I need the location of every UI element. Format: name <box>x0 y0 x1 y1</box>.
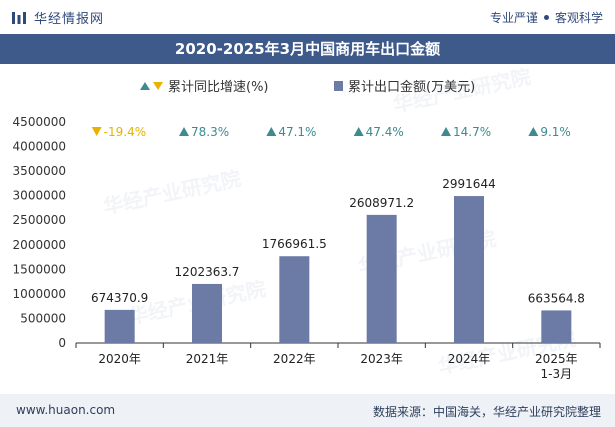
legend-down-triangle-icon <box>153 82 163 90</box>
footer-website: www.huaon.com <box>16 403 116 417</box>
slogan: 专业严谨 客观科学 <box>490 9 603 26</box>
top-bar: 华经情报网 专业严谨 客观科学 <box>0 0 615 34</box>
logo-icon <box>12 11 26 24</box>
y-tick-label: 4500000 <box>13 115 66 129</box>
y-tick-label: 2500000 <box>13 213 66 227</box>
y-tick-label: 0 <box>58 336 66 350</box>
x-tick-label: 1-3月 <box>541 367 573 381</box>
bar <box>541 310 572 343</box>
growth-value-label: 78.3% <box>191 125 229 139</box>
bar-value-label: 1202363.7 <box>175 265 240 279</box>
x-tick-label: 2020年 <box>98 352 141 366</box>
bar <box>279 256 310 343</box>
y-tick-label: 1500000 <box>13 262 66 276</box>
growth-value-label: 47.4% <box>366 125 404 139</box>
x-tick-label: 2022年 <box>273 352 316 366</box>
growth-value-label: 9.1% <box>540 125 571 139</box>
y-tick-label: 4000000 <box>13 140 66 154</box>
slogan-left: 专业严谨 <box>489 11 538 25</box>
y-tick-label: 3500000 <box>13 164 66 178</box>
bar-chart: 华经产业研究院华经产业研究院华经产业研究院华经产业研究院华经产业研究院累计同比增… <box>13 64 601 381</box>
bar-value-label: 1766961.5 <box>262 237 327 251</box>
y-tick-label: 500000 <box>20 311 66 325</box>
bar-value-label: 2991644 <box>442 177 495 191</box>
growth-value-label: 47.1% <box>278 125 316 139</box>
chart-title: 2020-2025年3月中国商用车出口金额 <box>0 34 615 64</box>
slogan-right: 客观科学 <box>554 11 603 25</box>
footer-source: 数据来源：中国海关，华经产业研究院整理 <box>372 405 601 419</box>
growth-down-triangle-icon <box>91 127 102 136</box>
logo: 华经情报网 <box>10 8 104 27</box>
slogan-dot-icon <box>543 15 549 20</box>
growth-up-triangle-icon <box>528 127 539 136</box>
x-tick-label: 2024年 <box>448 352 491 366</box>
x-tick-label: 2021年 <box>186 352 229 366</box>
x-tick-label: 2023年 <box>360 352 403 366</box>
brand-name: 华经情报网 <box>34 12 105 27</box>
bar <box>366 214 397 343</box>
growth-up-triangle-icon <box>441 127 451 136</box>
legend-label-growth: 累计同比增速(%) <box>168 80 269 95</box>
y-tick-label: 3000000 <box>13 189 66 203</box>
x-tick-label: 2025年 <box>535 352 578 366</box>
footer: www.huaon.com 数据来源：中国海关，华经产业研究院整理 <box>0 394 615 427</box>
y-tick-label: 1000000 <box>13 287 66 301</box>
legend-up-triangle-icon <box>140 82 150 90</box>
bar-value-label: 663564.8 <box>528 291 585 305</box>
growth-value-label: -19.4% <box>104 125 146 139</box>
legend-bar-swatch <box>334 81 343 91</box>
bar-value-label: 2608971.2 <box>349 196 414 210</box>
growth-up-triangle-icon <box>179 127 189 136</box>
bar <box>192 283 222 343</box>
y-tick-label: 2000000 <box>13 238 66 252</box>
bar <box>104 309 135 343</box>
watermark-text: 华经产业研究院 <box>101 166 243 219</box>
growth-up-triangle-icon <box>266 127 277 136</box>
bar <box>454 196 484 343</box>
bar-value-label: 674370.9 <box>91 291 148 305</box>
legend-label-export: 累计出口金额(万美元) <box>348 79 475 95</box>
growth-value-label: 14.7% <box>453 125 491 139</box>
growth-up-triangle-icon <box>353 127 364 136</box>
